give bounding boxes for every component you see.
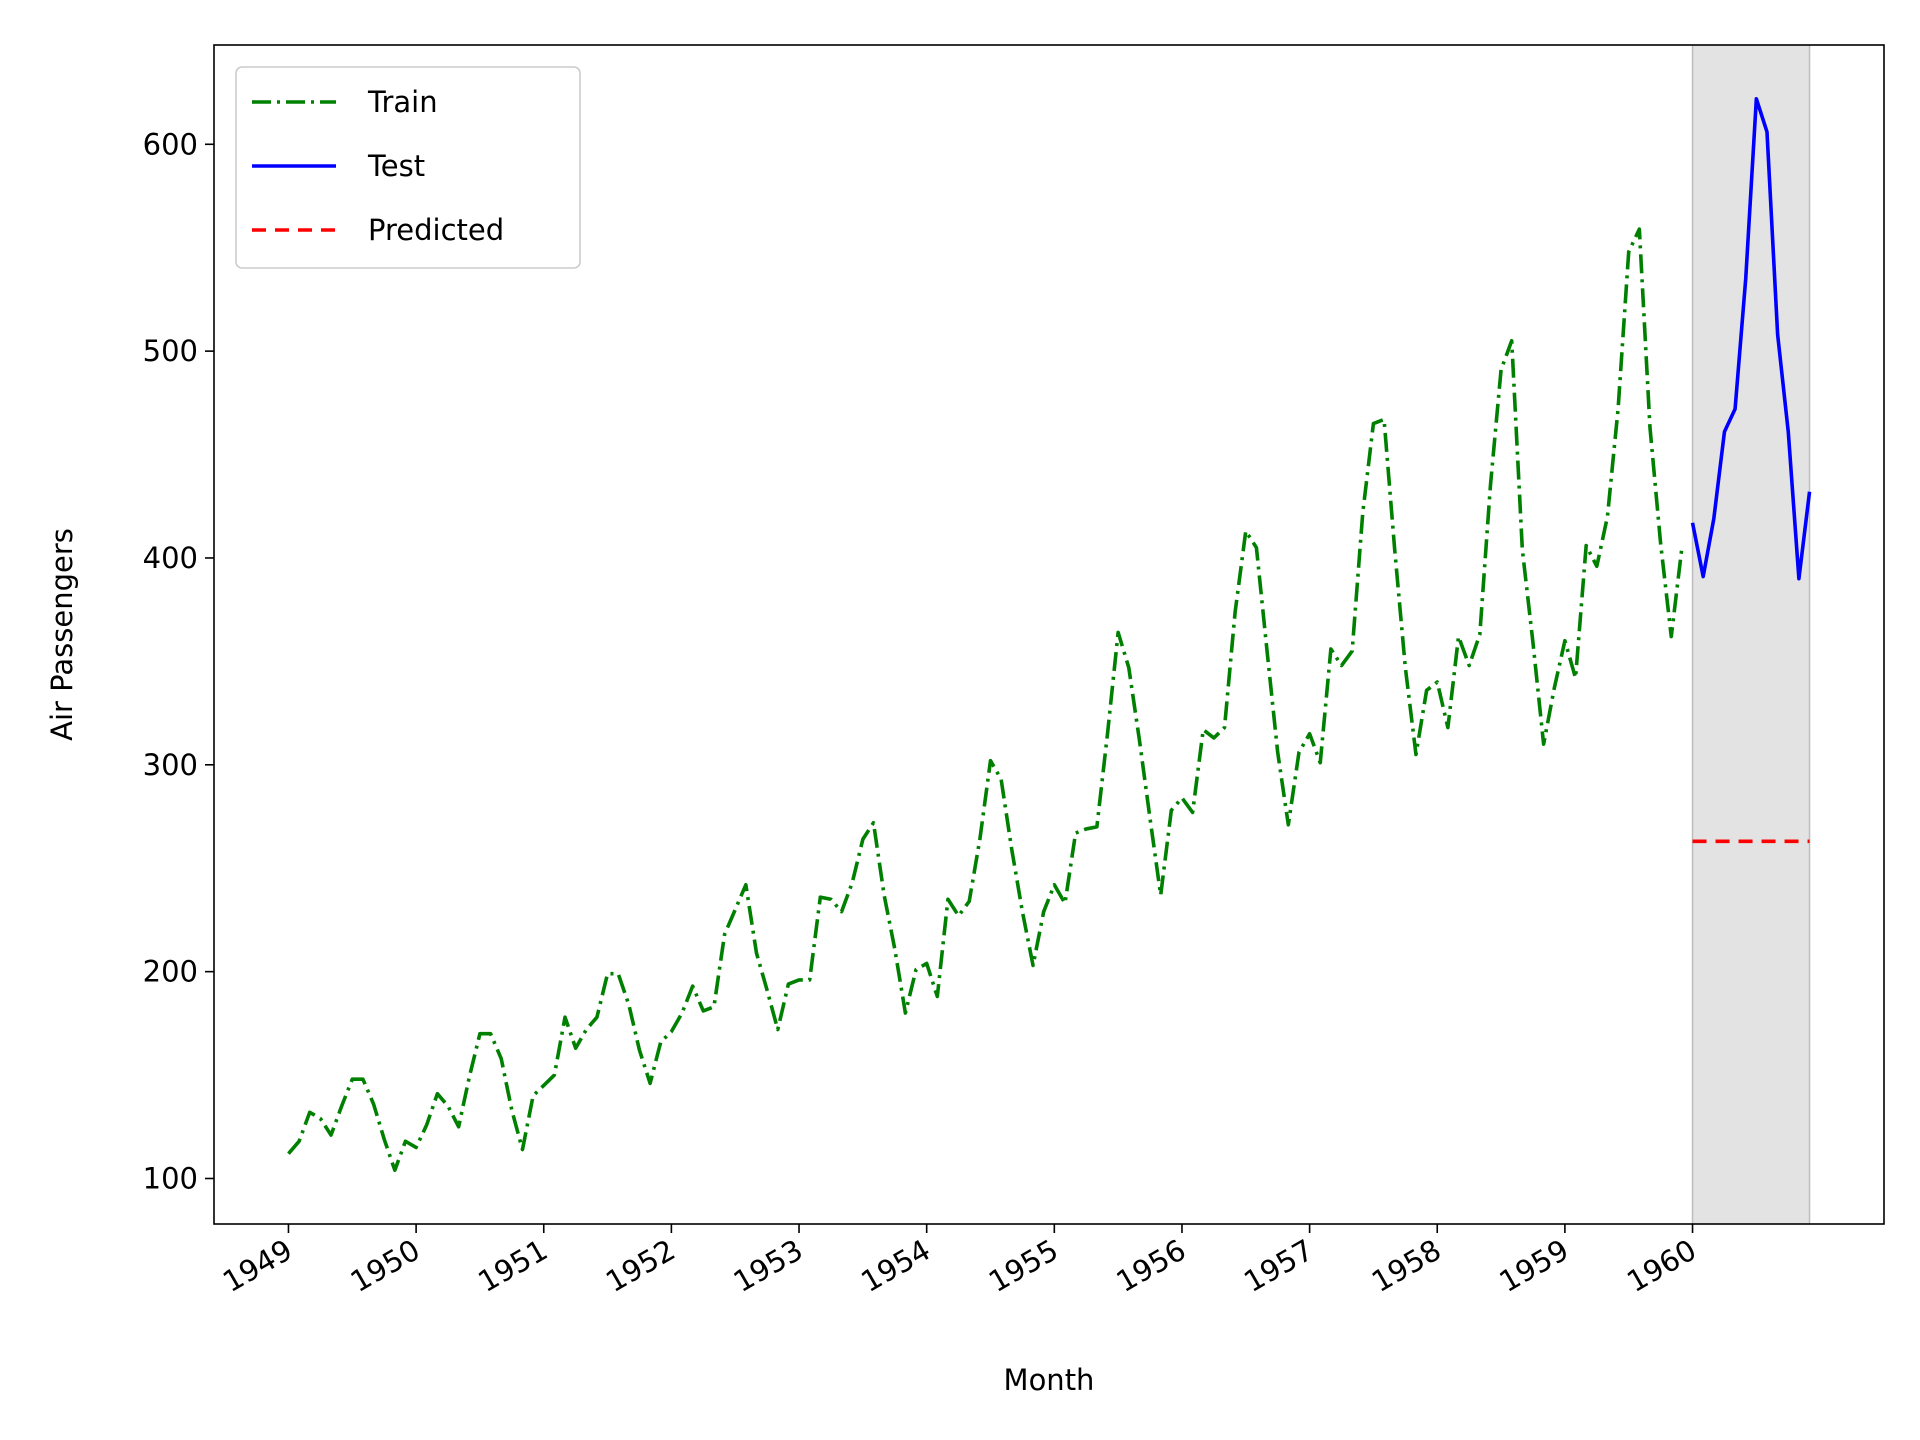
y-tick-label: 500: [143, 334, 198, 368]
y-tick-label: 200: [143, 955, 198, 989]
series-line-test: [1690, 96, 1812, 581]
axes-frame: [213, 44, 1885, 1225]
legend-label-test: Test: [367, 149, 425, 183]
y-axis-ticks: 100 200 300 400 500 600: [143, 127, 214, 1195]
series-line-train: [287, 227, 1684, 1173]
legend-label-train: Train: [367, 85, 438, 119]
y-axis-label: Air Passengers: [45, 528, 79, 741]
legend-label-predicted: Predicted: [368, 213, 504, 247]
legend-box: [235, 66, 581, 269]
y-tick-label: 300: [143, 748, 198, 782]
y-tick-label: 100: [143, 1161, 198, 1195]
series-lines: [287, 96, 1812, 1173]
y-tick-label: 600: [143, 127, 198, 161]
legend: Train Test Predicted: [235, 66, 581, 269]
shaded-region: [1692, 45, 1810, 1224]
y-tick-label: 400: [143, 541, 198, 575]
x-axis-label: Month: [1004, 1363, 1095, 1397]
test-period-shading: [1691, 45, 1811, 1224]
